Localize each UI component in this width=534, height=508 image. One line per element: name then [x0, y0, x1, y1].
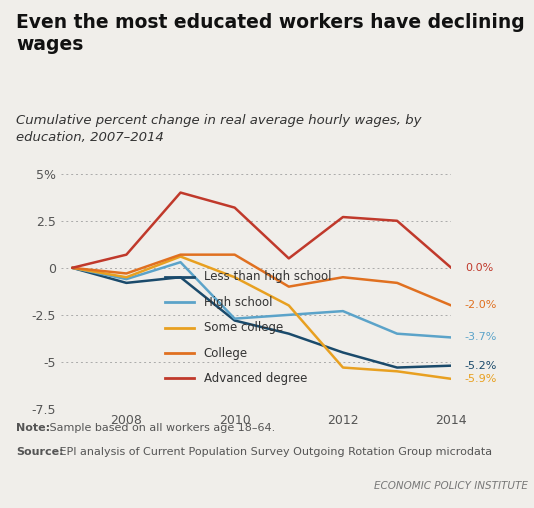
Text: -5.9%: -5.9% [465, 374, 497, 384]
Text: Sample based on all workers age 18–64.: Sample based on all workers age 18–64. [46, 423, 276, 433]
Text: Source:: Source: [16, 447, 64, 457]
Text: Even the most educated workers have declining
wages: Even the most educated workers have decl… [16, 13, 525, 54]
Text: ECONOMIC POLICY INSTITUTE: ECONOMIC POLICY INSTITUTE [374, 481, 528, 491]
Text: -3.7%: -3.7% [465, 332, 497, 342]
Text: EPI analysis of Current Population Survey Outgoing Rotation Group microdata: EPI analysis of Current Population Surve… [56, 447, 492, 457]
Text: Cumulative percent change in real average hourly wages, by
education, 2007–2014: Cumulative percent change in real averag… [16, 114, 421, 144]
Text: Some college: Some college [203, 321, 283, 334]
Text: Less than high school: Less than high school [203, 270, 331, 283]
Text: College: College [203, 346, 248, 360]
Text: Note:: Note: [16, 423, 50, 433]
Text: High school: High school [203, 296, 272, 309]
Text: Advanced degree: Advanced degree [203, 372, 307, 385]
Text: 0.0%: 0.0% [465, 263, 493, 273]
Text: -5.2%: -5.2% [465, 361, 497, 371]
Text: -2.0%: -2.0% [465, 300, 497, 310]
